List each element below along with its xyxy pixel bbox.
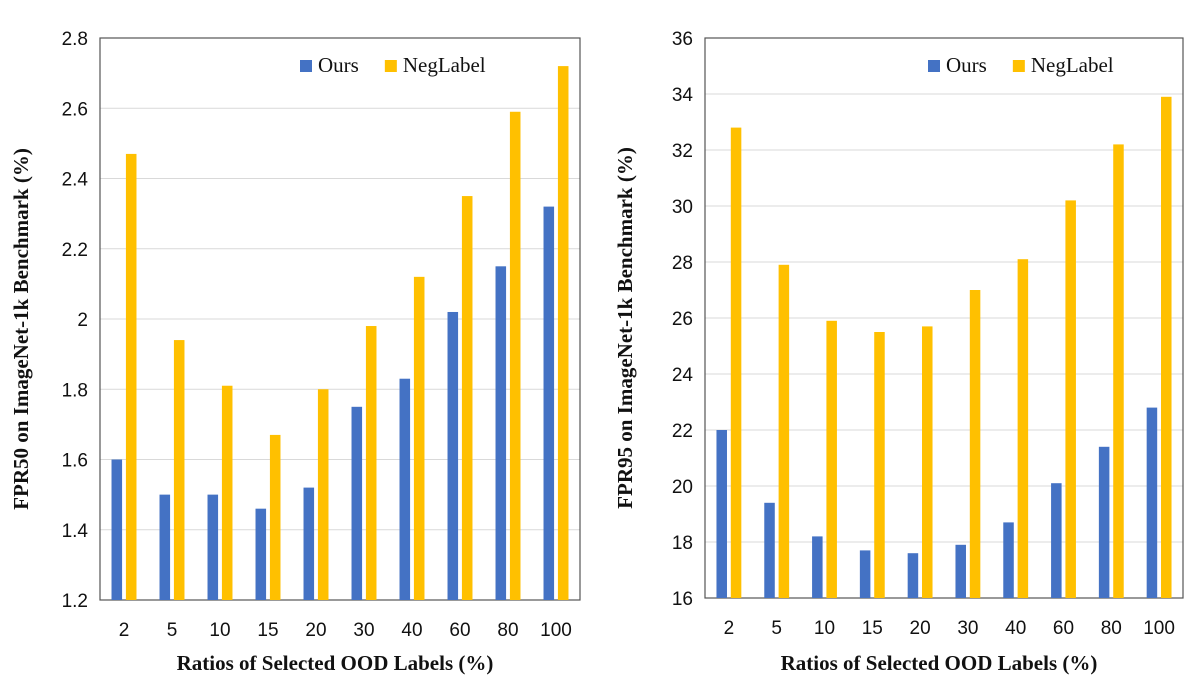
y-tick-label: 2.6 [62, 99, 88, 120]
bar-ours-60 [1051, 483, 1062, 598]
bar-ours-60 [447, 311, 459, 600]
y-tick-label: 30 [672, 197, 693, 218]
bar-ours-30 [351, 406, 363, 600]
y-tick-label: 2 [77, 310, 88, 331]
x-tick-label: 10 [814, 618, 835, 639]
y-tick-label: 1.4 [62, 521, 89, 542]
legend-swatch-neglabel [384, 60, 397, 72]
bar-neglabel-10 [826, 320, 837, 598]
x-tick-label: 80 [497, 620, 518, 641]
y-tick-label: 1.6 [62, 451, 88, 472]
bar-ours-15 [859, 550, 871, 598]
bar-neglabel-2 [730, 127, 742, 598]
bar-neglabel-60 [1065, 200, 1076, 598]
bar-ours-30 [955, 544, 966, 598]
bar-neglabel-5 [173, 340, 185, 600]
y-tick-label: 28 [672, 253, 693, 274]
x-tick-label: 40 [1005, 618, 1026, 639]
bar-neglabel-20 [317, 389, 329, 600]
bar-neglabel-10 [221, 385, 233, 600]
y-tick-label: 1.8 [62, 380, 88, 401]
y-tick-label: 20 [672, 477, 693, 498]
x-tick-label: 2 [119, 620, 130, 641]
x-tick-label: 80 [1101, 618, 1122, 639]
bar-neglabel-60 [461, 196, 473, 600]
bar-neglabel-30 [365, 326, 377, 600]
x-tick-label: 60 [1053, 618, 1074, 639]
y-tick-label: 2.4 [62, 170, 89, 191]
bar-neglabel-15 [874, 332, 885, 598]
bar-ours-10 [812, 536, 823, 598]
bar-ours-15 [255, 508, 267, 600]
y-tick-label: 2.2 [62, 240, 88, 261]
bar-ours-2 [111, 459, 123, 600]
bar-ours-5 [159, 494, 171, 600]
bar-ours-40 [1003, 522, 1014, 598]
legend-label-neglabel: NegLabel [1031, 53, 1114, 77]
y-tick-label: 36 [672, 29, 693, 50]
bar-neglabel-40 [1017, 259, 1029, 598]
y-tick-label: 34 [672, 85, 694, 106]
bar-neglabel-5 [778, 264, 790, 598]
bar-ours-10 [207, 494, 219, 600]
x-tick-label: 100 [1143, 618, 1175, 639]
bar-neglabel-40 [413, 276, 425, 600]
bar-ours-2 [716, 430, 727, 598]
bar-ours-100 [1146, 407, 1158, 598]
y-tick-label: 24 [672, 365, 694, 386]
x-tick-label: 30 [957, 618, 978, 639]
legend-swatch-ours [300, 60, 312, 72]
y-axis-title: FPR95 on ImageNet-1k Benchmark (%) [613, 147, 637, 509]
x-tick-label: 20 [910, 618, 931, 639]
bar-ours-80 [1098, 446, 1110, 598]
y-tick-label: 22 [672, 421, 693, 442]
x-tick-label: 40 [401, 620, 422, 641]
y-tick-label: 18 [672, 533, 693, 554]
bar-ours-20 [303, 487, 315, 600]
x-tick-label: 5 [167, 620, 178, 641]
bar-ours-20 [907, 553, 919, 598]
bar-neglabel-2 [125, 153, 137, 600]
x-axis-title: Ratios of Selected OOD Labels (%) [177, 651, 494, 675]
x-axis-title: Ratios of Selected OOD Labels (%) [781, 651, 1098, 675]
x-tick-label: 15 [862, 618, 883, 639]
bar-neglabel-15 [269, 434, 281, 600]
x-tick-label: 15 [257, 620, 278, 641]
y-axis-title: FPR50 on ImageNet-1k Benchmark (%) [9, 148, 33, 510]
bar-neglabel-80 [509, 111, 521, 600]
bar-neglabel-30 [969, 290, 981, 598]
bar-neglabel-100 [557, 66, 569, 601]
legend-swatch-neglabel [1012, 60, 1025, 72]
bar-ours-40 [399, 378, 411, 600]
bar-ours-80 [495, 266, 507, 600]
x-tick-label: 60 [449, 620, 470, 641]
legend-swatch-ours [928, 60, 940, 72]
chart-fpr95: 16 18 20 22 24 26 28 30 32 34 36 2 5 10 15 20 30 40 60 80 10… [613, 29, 1184, 675]
x-tick-label: 10 [209, 620, 230, 641]
plot-frame [99, 37, 581, 601]
x-tick-label: 20 [305, 620, 326, 641]
y-tick-label: 26 [672, 309, 693, 330]
x-tick-label: 5 [771, 618, 782, 639]
x-tick-label: 30 [353, 620, 374, 641]
legend-label-ours: Ours [318, 53, 359, 77]
x-tick-label: 100 [540, 620, 572, 641]
legend-label-ours: Ours [946, 53, 987, 77]
plot-frame [704, 37, 1184, 599]
y-tick-label: 32 [672, 141, 693, 162]
legend-label-neglabel: NegLabel [403, 53, 486, 77]
chart-fpr50: 1.2 1.4 1.6 1.8 2 2.2 2.4 2.6 2.8 2 5 10 15 20 30 40 60 8… [9, 29, 581, 675]
bar-ours-100 [543, 206, 555, 600]
bar-neglabel-100 [1161, 96, 1172, 599]
bar-neglabel-20 [922, 326, 933, 598]
bar-neglabel-80 [1113, 144, 1124, 598]
bar-ours-5 [764, 502, 775, 598]
x-tick-label: 2 [724, 618, 735, 639]
y-tick-label: 1.2 [62, 591, 88, 612]
y-tick-label: 2.8 [62, 29, 88, 50]
y-tick-label: 16 [672, 589, 693, 610]
